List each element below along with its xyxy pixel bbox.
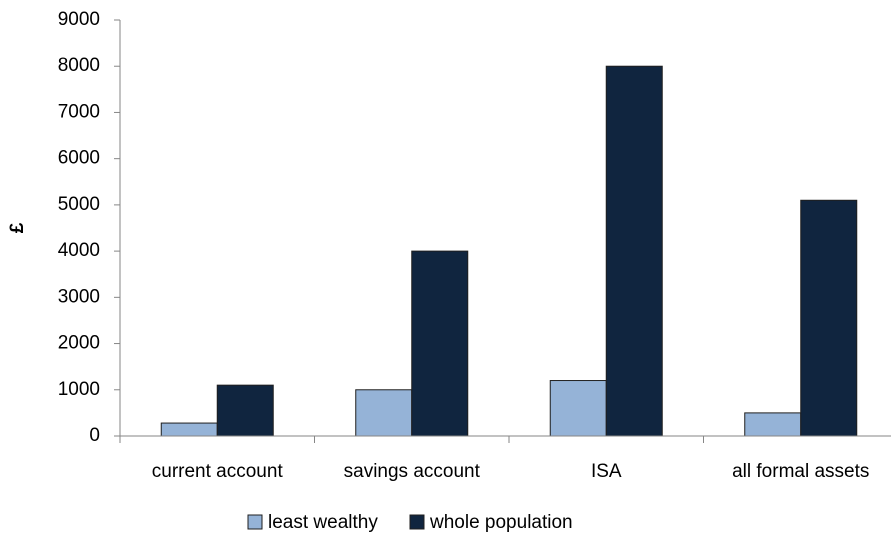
bar bbox=[744, 412, 802, 437]
bar bbox=[549, 380, 607, 437]
x-tick-label: current account bbox=[152, 461, 284, 482]
legend-label: least wealthy bbox=[268, 512, 378, 533]
bar bbox=[216, 384, 274, 437]
bar bbox=[411, 250, 469, 437]
y-tick-label: 0 bbox=[89, 425, 100, 446]
legend-label: whole population bbox=[429, 512, 573, 533]
x-tick-label: ISA bbox=[591, 461, 622, 482]
bar bbox=[605, 65, 663, 437]
legend-swatch bbox=[247, 514, 263, 530]
y-axis-title: £ bbox=[7, 222, 28, 233]
bar bbox=[800, 199, 858, 437]
y-tick-label: 2000 bbox=[58, 333, 100, 354]
x-tick-label: all formal assets bbox=[732, 461, 869, 482]
bar bbox=[355, 389, 413, 437]
y-tick-label: 7000 bbox=[58, 101, 100, 122]
y-tick-label: 5000 bbox=[58, 194, 100, 215]
x-tick-label: savings account bbox=[344, 461, 481, 482]
y-tick-label: 9000 bbox=[58, 9, 100, 30]
bar bbox=[160, 422, 218, 437]
y-tick-label: 4000 bbox=[58, 240, 100, 261]
y-tick-label: 3000 bbox=[58, 286, 100, 307]
y-tick-label: 1000 bbox=[58, 379, 100, 400]
y-tick-label: 8000 bbox=[58, 55, 100, 76]
y-tick-label: 6000 bbox=[58, 148, 100, 169]
legend-swatch bbox=[409, 514, 425, 530]
